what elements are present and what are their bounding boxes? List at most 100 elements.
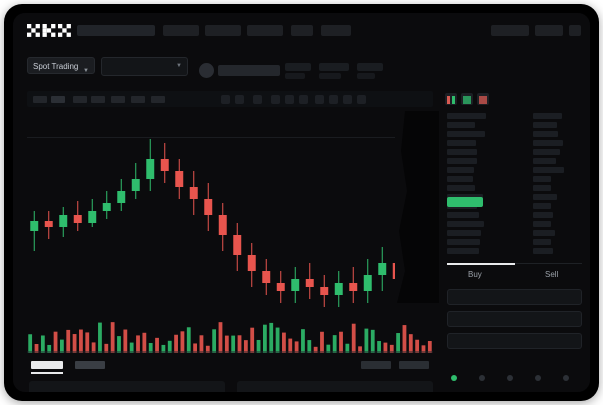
order-book-spread-highlight: [447, 197, 483, 207]
order-book-row[interactable]: [447, 248, 479, 254]
chart-gridline: [27, 137, 433, 138]
chart-toolbar: [27, 91, 433, 107]
settings-icon[interactable]: [315, 95, 324, 104]
toolbar-timeframe-7[interactable]: [151, 96, 165, 103]
redo-icon[interactable]: [235, 95, 244, 104]
order-book-row[interactable]: [533, 149, 560, 155]
order-book-row[interactable]: [533, 176, 551, 182]
order-book-row[interactable]: [533, 212, 553, 218]
nav-item-3[interactable]: [247, 25, 283, 36]
volume-series: [27, 322, 433, 353]
nav-search-pill[interactable]: [77, 25, 155, 36]
order-book-row[interactable]: [447, 185, 475, 191]
order-book-row[interactable]: [533, 248, 553, 254]
stat-label-3: [357, 63, 383, 71]
order-book-row[interactable]: [533, 122, 557, 128]
order-book-row[interactable]: [447, 122, 475, 128]
order-book-tabs: [445, 93, 505, 105]
order-form-field-1[interactable]: [447, 289, 582, 305]
volume-chart: [27, 313, 433, 353]
order-book-row[interactable]: [533, 239, 551, 245]
order-book-row[interactable]: [447, 176, 473, 182]
fullscreen-icon[interactable]: [343, 95, 352, 104]
toolbar-timeframe-4[interactable]: [91, 96, 105, 103]
order-book-row[interactable]: [533, 230, 555, 236]
nav-right-avatar[interactable]: [569, 25, 581, 36]
toolbar-timeframe-5[interactable]: [111, 96, 125, 103]
nav-right-2[interactable]: [535, 25, 563, 36]
order-book-row[interactable]: [533, 194, 557, 200]
top-navigation-bar: [13, 13, 590, 47]
pagination-dot-5[interactable]: [563, 375, 569, 381]
screen: Spot Trading ▼ ▼: [13, 13, 590, 392]
toolbar-timeframe-3[interactable]: [73, 96, 87, 103]
order-book-row[interactable]: [533, 158, 556, 164]
bottom-tab-right-1[interactable]: [361, 361, 391, 369]
pagination-dot-2[interactable]: [479, 375, 485, 381]
bottom-tab-open-orders[interactable]: [31, 361, 63, 369]
tablet-device-frame: Spot Trading ▼ ▼: [4, 4, 599, 401]
pair-selector[interactable]: ▼: [101, 57, 188, 76]
nav-item-2[interactable]: [205, 25, 241, 36]
order-book-row[interactable]: [447, 230, 481, 236]
chevron-down-icon: ▼: [83, 68, 89, 74]
toolbar-timeframe-1[interactable]: [33, 96, 47, 103]
coin-avatar: [199, 63, 214, 78]
camera-icon[interactable]: [329, 95, 338, 104]
chevron-down-icon: ▼: [176, 63, 182, 69]
more-icon[interactable]: [357, 95, 366, 104]
line-chart-icon[interactable]: [271, 95, 280, 104]
stat-label-1: [285, 63, 311, 71]
toolbar-timeframe-2[interactable]: [51, 96, 65, 103]
order-book-row[interactable]: [533, 203, 551, 209]
buy-label: Buy: [468, 270, 482, 279]
bottom-tab-active-underline: [31, 372, 63, 374]
toolbar-timeframe-6[interactable]: [131, 96, 145, 103]
order-book-tab-asks[interactable]: [477, 93, 489, 105]
buy-sell-ratio-fill: [447, 263, 515, 265]
order-book-row[interactable]: [447, 158, 477, 164]
draw-icon[interactable]: [299, 95, 308, 104]
stat-value-1: [285, 73, 305, 79]
bottom-panel-1[interactable]: [29, 381, 225, 392]
order-book-row[interactable]: [447, 212, 479, 218]
order-book-row[interactable]: [533, 131, 558, 137]
order-book-row[interactable]: [447, 140, 476, 146]
undo-icon[interactable]: [221, 95, 230, 104]
nav-item-5[interactable]: [321, 25, 351, 36]
okx-logo-icon[interactable]: [27, 24, 71, 38]
bottom-tab-right-2[interactable]: [399, 361, 429, 369]
overlay-panel: [395, 111, 439, 303]
stat-label-2: [319, 63, 349, 71]
pagination-dot-4[interactable]: [535, 375, 541, 381]
order-book-tab-bids[interactable]: [461, 93, 473, 105]
order-book-row[interactable]: [533, 140, 563, 146]
order-book-row[interactable]: [533, 113, 562, 119]
market-type-selector[interactable]: Spot Trading ▼: [27, 57, 95, 74]
order-book-tab-all[interactable]: [445, 93, 457, 105]
price-chart[interactable]: [27, 111, 433, 311]
order-book-row[interactable]: [447, 239, 480, 245]
candles-icon[interactable]: [253, 95, 262, 104]
order-book-row[interactable]: [533, 167, 564, 173]
order-book-row[interactable]: [533, 185, 551, 191]
order-book-row[interactable]: [533, 221, 551, 227]
order-book-row[interactable]: [447, 113, 486, 119]
nav-right-1[interactable]: [491, 25, 529, 36]
order-book-row[interactable]: [447, 149, 477, 155]
market-type-label: Spot Trading: [33, 62, 79, 71]
order-book-row[interactable]: [447, 167, 474, 173]
bottom-tab-order-history[interactable]: [75, 361, 105, 369]
order-form-field-3[interactable]: [447, 333, 582, 349]
pagination-dot-3[interactable]: [507, 375, 513, 381]
sell-label: Sell: [545, 270, 559, 279]
nav-item-4[interactable]: [291, 25, 313, 36]
order-book-row[interactable]: [447, 131, 485, 137]
bottom-panel-2[interactable]: [237, 381, 433, 392]
order-book-row[interactable]: [447, 221, 484, 227]
order-form-field-2[interactable]: [447, 311, 582, 327]
indicator-icon[interactable]: [285, 95, 294, 104]
nav-item-1[interactable]: [163, 25, 199, 36]
pagination-dots[interactable]: [447, 373, 582, 383]
pagination-dot-1[interactable]: [451, 375, 457, 381]
